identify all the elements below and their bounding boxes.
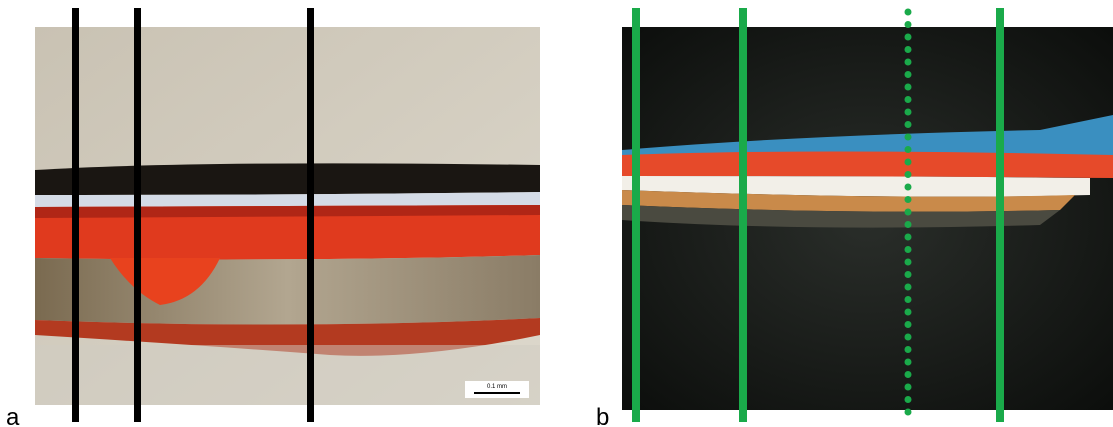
figure: 0.1 mm a b — [0, 0, 1113, 427]
ground-layer — [35, 255, 540, 325]
panel-label: a — [6, 404, 20, 427]
red-layer — [622, 152, 1113, 179]
marker-line — [72, 8, 79, 422]
black-layer — [35, 163, 540, 195]
panel-label: b — [596, 404, 609, 427]
mount — [35, 345, 540, 405]
marker-line — [134, 8, 141, 422]
marker-line — [307, 8, 314, 422]
marker-line — [996, 8, 1004, 422]
marker-line — [739, 8, 747, 422]
marker-line — [632, 8, 640, 422]
panel-b: b — [596, 8, 1113, 427]
scale-label: 0.1 mm — [487, 384, 507, 390]
panel-a: 0.1 mm a — [6, 8, 540, 427]
